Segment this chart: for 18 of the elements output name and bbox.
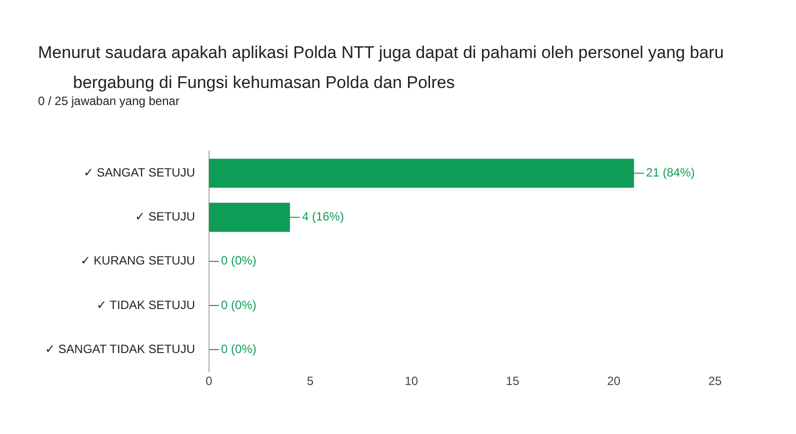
y-tick-label: ✓ TIDAK SETUJU bbox=[96, 298, 195, 312]
y-tick-label: ✓ KURANG SETUJU bbox=[80, 254, 195, 268]
data-label: 0 (0%) bbox=[221, 254, 256, 268]
data-label: 0 (0%) bbox=[221, 298, 256, 312]
chart-title: Menurut saudara apakah aplikasi Polda NTT juga dapat di pahami oleh personel yang baru bergabung di Fungsi kehumasan Polda dan Polres bbox=[38, 43, 724, 92]
data-label: 21 (84%) bbox=[646, 166, 695, 180]
x-tick-label: 25 bbox=[708, 374, 722, 388]
x-tick-label: 10 bbox=[404, 374, 418, 388]
x-tick-label: 5 bbox=[306, 374, 314, 388]
data-label: 4 (16%) bbox=[302, 210, 344, 224]
y-tick-label: ✓ SANGAT TIDAK SETUJU bbox=[44, 342, 195, 356]
x-tick-label: 0 bbox=[206, 374, 213, 388]
text: 0 / 25 jawaban yang benar bbox=[38, 94, 180, 108]
y-tick-label: ✓ SETUJU bbox=[134, 210, 195, 224]
x-tick-label: 20 bbox=[607, 374, 621, 388]
y-tick-label: ✓ SANGAT SETUJU bbox=[83, 166, 195, 180]
data-label: 0 (0%) bbox=[221, 342, 256, 356]
x-tick-label: 15 bbox=[506, 374, 520, 388]
